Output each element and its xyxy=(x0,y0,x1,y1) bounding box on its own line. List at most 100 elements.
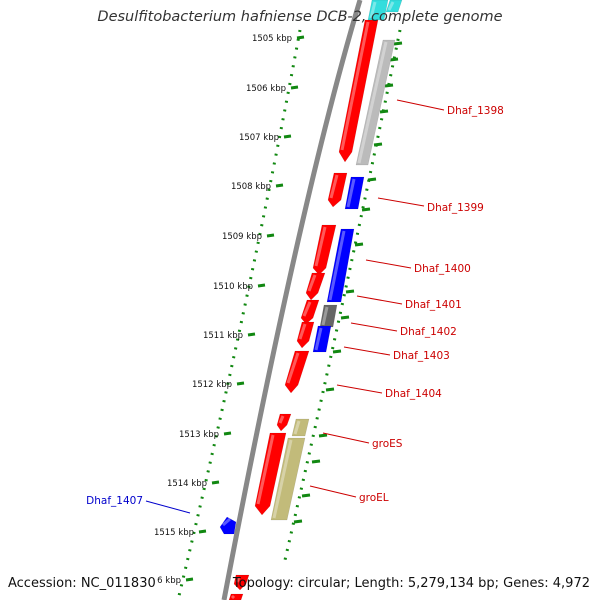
genome-backbone xyxy=(221,0,363,601)
gene-label-groel[interactable]: groEL xyxy=(359,492,389,504)
gene-label-leader xyxy=(309,485,357,498)
gene-label-leader xyxy=(396,99,445,111)
scale-minor-tick xyxy=(389,57,399,62)
scale-minor-tick xyxy=(367,177,377,182)
gene-dhaf-1401[interactable] xyxy=(305,272,326,301)
gene-highlight xyxy=(321,306,329,326)
scale-tick-mark xyxy=(275,183,284,188)
gene-highlight xyxy=(357,41,388,164)
gene-label-leader xyxy=(145,500,191,514)
scale-minor-tick xyxy=(340,315,350,320)
gene-cyan-top[interactable] xyxy=(367,0,389,21)
gene-label-leader xyxy=(365,259,412,269)
scale-tick-mark xyxy=(198,529,207,534)
gene-groel[interactable] xyxy=(270,437,306,521)
gene-label-leader xyxy=(343,346,391,356)
gene-label-dhaf-1401[interactable]: Dhaf_1401 xyxy=(405,299,462,311)
gene-label-leader xyxy=(350,322,398,332)
scale-tick-label: 1512 kbp xyxy=(192,380,232,390)
scale-tick-label: 1507 kbp xyxy=(239,133,279,143)
scale-tick-mark xyxy=(283,134,292,139)
gene-highlight xyxy=(222,517,231,527)
scale-tick-label: 1511 kbp xyxy=(203,331,243,341)
scale-minor-tick xyxy=(301,493,311,498)
scale-tick-label: 1509 kbp xyxy=(222,232,262,242)
gene-bottom-1[interactable] xyxy=(233,574,250,591)
gene-dhaf-1399-fwd[interactable] xyxy=(327,172,348,208)
scale-tick-mark xyxy=(290,85,299,90)
gene-highlight xyxy=(272,439,293,519)
accession-text: Accession: NC_011830 xyxy=(8,576,156,591)
gene-dhaf-1402-fwd[interactable] xyxy=(300,299,320,325)
gene-dhaf-1400-fwd[interactable] xyxy=(312,224,337,276)
scale-tick-mark xyxy=(211,480,220,485)
gene-highlight xyxy=(328,230,346,301)
gene-highlight xyxy=(298,323,307,340)
gene-cyan-top-2[interactable] xyxy=(385,0,403,13)
gene-highlight xyxy=(314,327,323,351)
scale-tick-label: 1513 kbp xyxy=(179,430,219,440)
gene-label-dhaf-1404[interactable]: Dhaf_1404 xyxy=(385,388,442,400)
scale-tick-mark xyxy=(266,233,275,238)
scale-tick-mark xyxy=(185,577,194,582)
gene-label-dhaf-1398[interactable]: Dhaf_1398 xyxy=(447,105,504,117)
gene-highlight xyxy=(329,174,339,199)
gene-groes-fwd[interactable] xyxy=(276,413,292,432)
gene-label-dhaf-1403[interactable]: Dhaf_1403 xyxy=(393,350,450,362)
scale-minor-tick xyxy=(311,459,321,464)
gene-highlight xyxy=(314,226,327,267)
scale-minor-tick xyxy=(345,289,355,294)
scale-tick-label: 1505 kbp xyxy=(252,34,292,44)
scale-tick-mark xyxy=(223,431,232,436)
gene-highlight xyxy=(293,420,301,435)
gene-highlight xyxy=(235,576,241,583)
gene-dhaf-1403-fwd[interactable] xyxy=(296,321,315,349)
scale-minor-tick xyxy=(332,349,342,354)
scale-tick-label: 1506 kbp xyxy=(246,84,286,94)
scale-minor-tick xyxy=(379,109,389,114)
gene-label-groes[interactable]: groES xyxy=(372,438,403,450)
scale-tick-mark xyxy=(296,35,305,40)
scale-tick-mark xyxy=(236,381,245,386)
gene-label-dhaf-1400[interactable]: Dhaf_1400 xyxy=(414,263,471,275)
gene-faded-reverse[interactable] xyxy=(355,39,396,166)
gene-dhaf-1404[interactable] xyxy=(284,350,310,394)
gene-label-leader xyxy=(356,295,403,305)
scale-minor-tick xyxy=(293,519,303,524)
gene-dhaf-1399[interactable] xyxy=(344,176,365,210)
scale-minor-tick xyxy=(354,242,364,247)
gene-highlight xyxy=(369,1,377,19)
scale-tick-label: 1508 kbp xyxy=(231,182,271,192)
scale-tick-label: 1514 kbp xyxy=(167,479,207,489)
scale-minor-tick xyxy=(373,142,383,147)
gene-highlight xyxy=(278,415,285,424)
gene-groel-fwd[interactable] xyxy=(254,432,287,516)
gene-dhaf-1407[interactable] xyxy=(219,516,237,535)
gene-label-leader xyxy=(322,432,370,444)
scale-minor-tick xyxy=(384,83,394,88)
scale-tick-mark xyxy=(257,283,266,288)
gene-dhaf-1402[interactable] xyxy=(319,304,338,328)
scale-tick-label: 1510 kbp xyxy=(213,282,253,292)
gene-highlight xyxy=(307,274,317,292)
gene-highlight xyxy=(230,594,236,600)
gene-label-dhaf-1407[interactable]: Dhaf_1407 xyxy=(86,495,143,507)
scale-tick-mark xyxy=(247,332,256,337)
gene-label-dhaf-1402[interactable]: Dhaf_1402 xyxy=(400,326,457,338)
genome-title: Desulfitobacterium hafniense DCB-2, comp… xyxy=(97,9,503,25)
scale-minor-tick xyxy=(393,41,403,46)
gene-label-leader xyxy=(336,384,383,394)
gene-label-leader xyxy=(377,197,425,207)
gene-label-dhaf-1399[interactable]: Dhaf_1399 xyxy=(427,202,484,214)
topology-text: Topology: circular; Length: 5,279,134 bp… xyxy=(232,576,590,591)
gene-groes[interactable] xyxy=(291,418,310,437)
gene-dhaf-1403[interactable] xyxy=(312,325,332,353)
gene-dhaf-1400[interactable] xyxy=(326,228,355,303)
scale-tick-label: 1515 kbp xyxy=(154,528,194,538)
gene-highlight xyxy=(387,1,395,11)
gene-highlight xyxy=(286,352,300,384)
gene-highlight xyxy=(340,21,370,151)
scale-minor-tick xyxy=(325,387,335,392)
